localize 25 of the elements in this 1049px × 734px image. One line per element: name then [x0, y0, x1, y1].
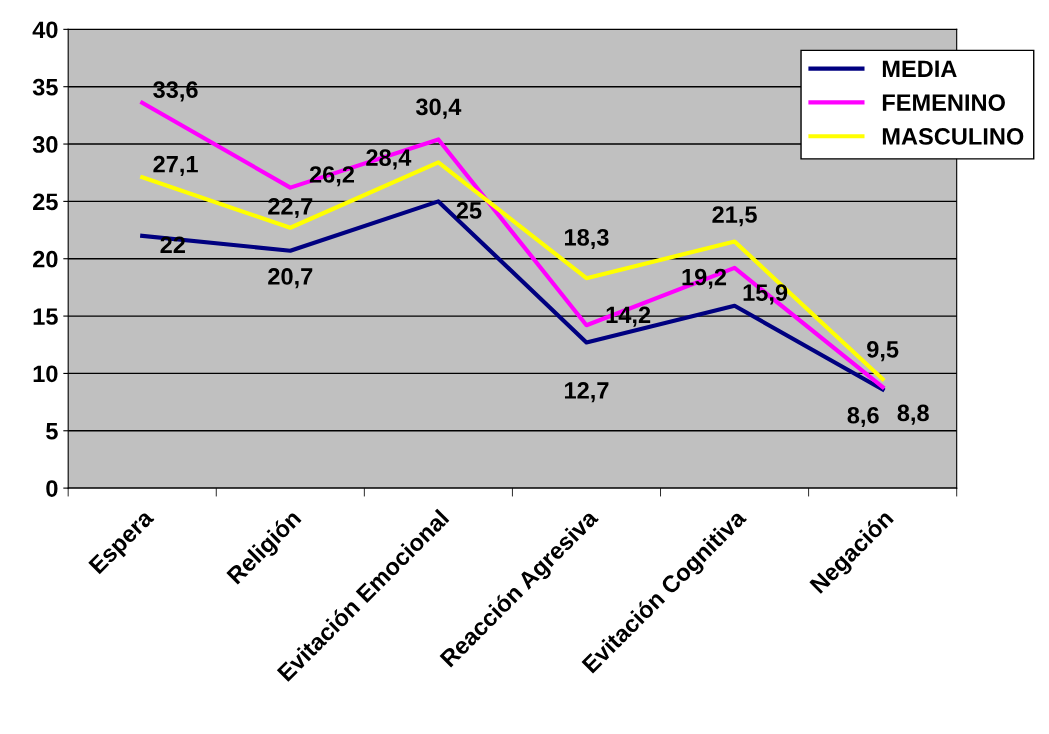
- legend-label: MEDIA: [882, 60, 957, 77]
- data-label: 22: [160, 236, 185, 254]
- data-label: 25: [456, 202, 482, 219]
- y-tick-label: 0: [46, 480, 58, 497]
- data-label: 18,3: [564, 228, 609, 250]
- y-tick-label: 35: [32, 78, 58, 96]
- data-label: 8,8: [897, 404, 929, 425]
- y-tick-label: 25: [33, 193, 58, 211]
- y-tick-label: 15: [33, 308, 58, 325]
- data-label: 8,6: [847, 406, 879, 428]
- y-tick-label: 20: [33, 250, 58, 268]
- legend-label: FEMENINO: [882, 94, 1005, 111]
- y-tick-label: 40: [32, 21, 58, 39]
- data-label: 21,5: [712, 206, 757, 227]
- data-label: 22,7: [268, 197, 313, 219]
- data-label: 27,1: [153, 155, 198, 176]
- y-tick-label: 5: [46, 423, 58, 440]
- data-label: 9,5: [867, 341, 899, 362]
- legend-label: MASCULINO: [882, 128, 1024, 145]
- data-label: 30,4: [415, 98, 462, 119]
- data-label: 33,6: [153, 81, 198, 102]
- y-tick-label: 30: [32, 136, 58, 153]
- data-label: 12,7: [564, 382, 609, 403]
- data-label: 20,7: [268, 268, 313, 289]
- y-tick-label: 10: [33, 365, 58, 383]
